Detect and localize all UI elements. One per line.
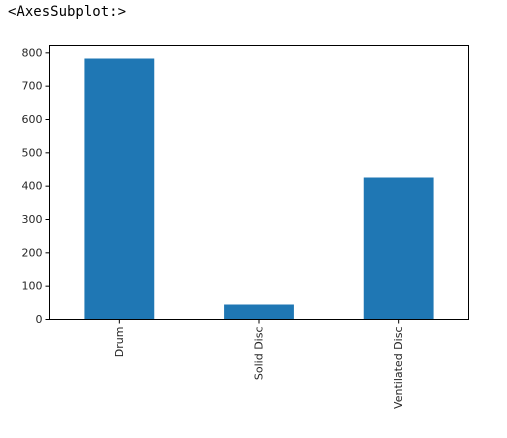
- cell-output-repr: <AxesSubplot:>: [8, 4, 127, 20]
- y-axis: 0 100 200 300 400 500 600 700 800: [22, 46, 50, 326]
- y-tick-label: 200: [22, 246, 43, 259]
- bars-group: [84, 58, 434, 320]
- x-axis: Drum Solid Disc Ventilated Disc: [113, 319, 405, 409]
- y-tick-label: 100: [22, 280, 43, 293]
- bar-ventilated-disc: [363, 177, 434, 320]
- y-tick-label: 300: [22, 213, 43, 226]
- bar-solid-disc: [224, 304, 294, 320]
- x-tick-label: Ventilated Disc: [392, 327, 405, 409]
- x-tick-label: Drum: [113, 327, 126, 358]
- bar-drum: [84, 58, 155, 320]
- y-tick-label: 700: [22, 80, 43, 93]
- x-tick-label: Solid Disc: [253, 327, 266, 381]
- y-tick-label: 400: [22, 180, 43, 193]
- y-tick-label: 0: [36, 313, 43, 326]
- y-tick-label: 600: [22, 113, 43, 126]
- y-tick-label: 800: [22, 46, 43, 59]
- y-tick-label: 500: [22, 146, 43, 159]
